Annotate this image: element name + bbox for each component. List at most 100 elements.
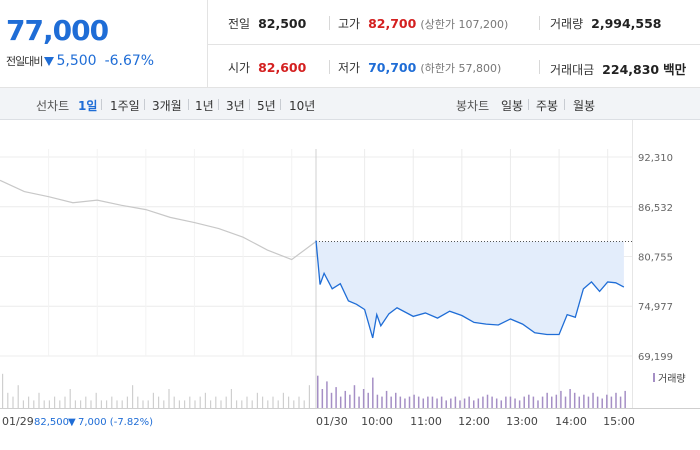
volume-bar	[335, 387, 337, 408]
candle-chart-label: 봉차트	[456, 99, 490, 113]
period-tab-3y[interactable]: 3년	[226, 99, 245, 113]
candle-tab-monthly[interactable]: 월봉	[573, 99, 596, 113]
volume-bar	[95, 392, 97, 408]
volume-bar	[22, 400, 24, 408]
volume-bar	[463, 398, 466, 408]
y-tick-label: 92,310	[638, 153, 673, 164]
volume-bar	[399, 396, 402, 408]
period-tab-10y[interactable]: 10년	[289, 99, 316, 113]
volume-bar	[308, 385, 310, 408]
volume-bar	[69, 389, 71, 408]
volume-bar	[413, 394, 415, 408]
volume-bar	[573, 392, 576, 408]
x-tick-label: 14:00	[555, 415, 587, 428]
volume-bar	[546, 392, 548, 408]
current-price: 77,000	[6, 14, 109, 47]
volume-bar	[349, 394, 351, 408]
volume-bar	[427, 396, 429, 408]
volume-bar	[152, 392, 154, 408]
volume-bar	[158, 396, 160, 408]
volume-bar	[417, 396, 420, 408]
volume-bar	[80, 400, 82, 408]
volume-bar	[381, 396, 383, 408]
volume-bar	[184, 400, 186, 408]
volume-bar	[100, 400, 102, 408]
current-price-box: 77,000 전일대비 5,500 -6.67%	[0, 0, 208, 88]
divider	[564, 99, 565, 110]
volume-bar	[362, 389, 365, 408]
period-tab-3m[interactable]: 3개월	[152, 99, 182, 113]
candle-tab-weekly[interactable]: 주봉	[536, 99, 559, 113]
x-tick-label: 10:00	[361, 415, 393, 428]
volume-bar	[330, 392, 333, 408]
y-axis: 92,310 86,532 80,755 74,977 69,199	[638, 153, 673, 363]
high-label: 고가	[338, 17, 361, 31]
y-tick-label: 80,755	[638, 252, 673, 263]
volume-bar	[282, 392, 284, 408]
volume-bar	[303, 400, 305, 408]
volume-bar	[367, 392, 369, 408]
volume-bar	[486, 394, 489, 408]
volume-bar	[541, 396, 544, 408]
volume-legend-label: 거래량	[658, 373, 686, 385]
volume-bar	[54, 396, 56, 408]
volume-bar	[624, 390, 626, 408]
candle-tab-daily[interactable]: 일봉	[501, 99, 524, 113]
volume-bar	[353, 385, 356, 408]
volume-bar	[317, 375, 319, 408]
change-label: 전일대비	[6, 55, 43, 68]
volume-cell: 거래량 2,994,558	[550, 15, 662, 32]
volume-bar	[619, 396, 622, 408]
volume-bar	[111, 396, 113, 408]
volume-bar	[560, 390, 562, 408]
volume-bar	[33, 400, 35, 408]
volume-bar	[385, 390, 388, 408]
chart-grid	[0, 120, 700, 409]
price-chart: 92,310 86,532 80,755 74,977 69,199 거래량 01/29…	[0, 120, 700, 428]
volume-bar	[163, 400, 165, 408]
period-tab-1w[interactable]: 1주일	[110, 99, 140, 113]
row-divider	[208, 44, 700, 45]
period-tab-5y[interactable]: 5년	[257, 99, 276, 113]
divider	[539, 60, 540, 74]
volume-bar	[288, 396, 290, 408]
prev-close-label: 전일	[228, 17, 251, 31]
period-tab-1y[interactable]: 1년	[195, 99, 214, 113]
volume-bar	[147, 400, 149, 408]
volume-bar	[28, 396, 30, 408]
volume-bar	[436, 398, 438, 408]
volume-bar	[168, 389, 170, 408]
volume-bar	[431, 396, 434, 408]
volume-bar	[241, 400, 243, 408]
volume-bar	[90, 400, 92, 408]
volume-bar	[236, 400, 238, 408]
low-value: 70,700	[368, 60, 417, 75]
divider	[188, 99, 189, 110]
volume-bar	[12, 396, 14, 408]
volume-bar	[194, 400, 196, 408]
volume-bar	[459, 400, 461, 408]
volume-bar	[215, 396, 217, 408]
volume-bar	[262, 396, 264, 408]
volume-bar	[59, 400, 61, 408]
change-percent: -6.67%	[104, 53, 155, 69]
volume-bar	[408, 396, 411, 408]
volume-bar	[321, 389, 324, 408]
volume-bar	[569, 389, 571, 408]
volume-bar	[64, 396, 66, 408]
volume-bar	[500, 400, 503, 408]
volume-bar	[204, 392, 206, 408]
volume-label: 거래량	[550, 17, 584, 31]
open-cell: 시가 82,600	[228, 59, 306, 76]
open-value: 82,600	[258, 60, 307, 75]
volume-bar	[528, 394, 530, 408]
x-tick-label: 01/30	[316, 415, 348, 428]
period-tab-1d[interactable]: 1일	[78, 99, 98, 113]
volume-bar	[514, 398, 516, 408]
volume-bar	[293, 400, 295, 408]
volume-bar	[468, 396, 470, 408]
volume-bar	[126, 396, 128, 408]
quote-summary: 77,000 전일대비 5,500 -6.67% 전일 82,500 고가 82…	[0, 0, 700, 88]
volume-bar	[564, 396, 567, 408]
volume-panel: 거래량	[2, 373, 686, 408]
